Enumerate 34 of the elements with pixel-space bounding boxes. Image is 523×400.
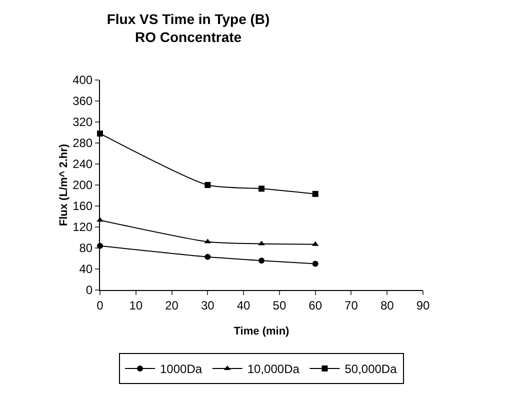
- x-tick-label: 30: [200, 298, 215, 312]
- x-tick-label: 90: [416, 298, 430, 312]
- x-axis-title: Time (min): [234, 326, 290, 338]
- y-tick-label: 0: [86, 283, 93, 298]
- legend-label: 50,000Da: [344, 362, 398, 376]
- y-tick-label: 160: [72, 199, 93, 214]
- y-tick-label: 120: [72, 220, 93, 234]
- legend-label: 1000Da: [160, 362, 202, 376]
- x-tick-label: 50: [272, 298, 286, 312]
- x-tick-label: 20: [165, 298, 179, 312]
- point: [204, 182, 211, 188]
- y-tick-label: 200: [72, 178, 93, 192]
- y-tick-label: 80: [79, 241, 93, 256]
- y-tick-label: 320: [72, 115, 93, 130]
- legend-label: 10,000Da: [247, 362, 300, 376]
- y-axis-title: Flux (L/m^ 2.hr): [58, 144, 70, 226]
- point: [258, 186, 264, 192]
- x-tick-label: 10: [129, 298, 143, 312]
- point: [312, 260, 318, 267]
- chart-title: Flux VS Time in Type (B) RO Concentrate: [106, 11, 270, 46]
- x-tick-label: 60: [308, 298, 322, 312]
- point: [204, 254, 211, 260]
- y-tick-label: 40: [79, 262, 93, 276]
- x-tick-label: 0: [96, 298, 104, 312]
- x-tick-label: 80: [380, 298, 394, 312]
- point: [258, 258, 264, 264]
- point: [258, 240, 265, 246]
- x-tick-label: 40: [236, 298, 251, 312]
- y-tick-label: 360: [72, 94, 93, 108]
- y-tick-label: 400: [72, 73, 93, 88]
- x-tick-label: 70: [344, 298, 358, 312]
- point: [312, 190, 318, 197]
- y-tick-label: 280: [72, 136, 93, 150]
- y-tick-label: 240: [72, 157, 93, 172]
